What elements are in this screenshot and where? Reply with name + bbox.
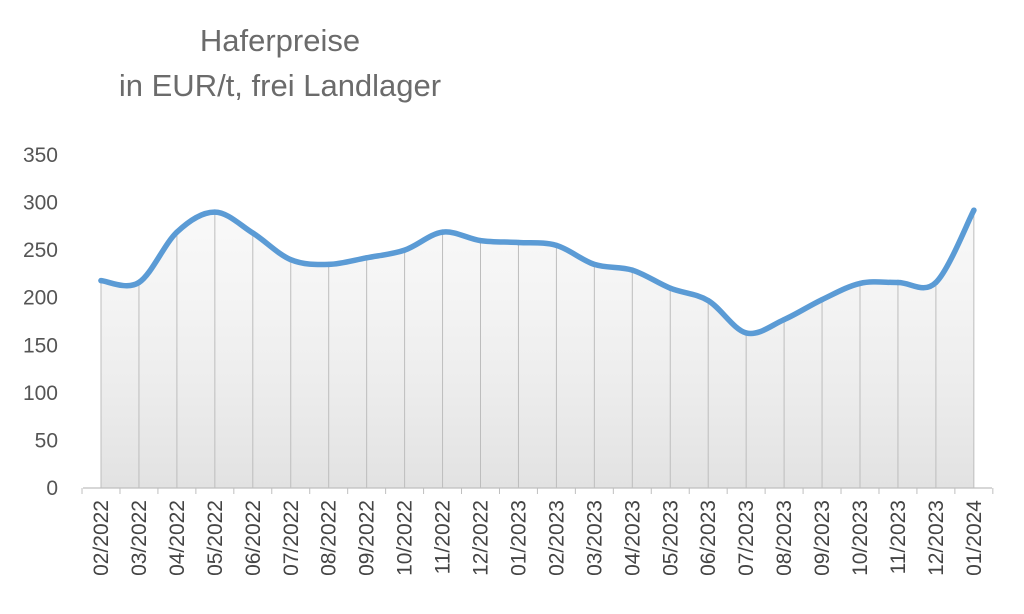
data-point — [629, 267, 635, 273]
x-tick-label: 03/2023 — [583, 500, 606, 576]
data-point — [895, 279, 901, 286]
x-tick-label: 05/2022 — [204, 500, 227, 576]
x-tick-label: 07/2023 — [735, 500, 758, 576]
data-point — [553, 242, 560, 249]
x-tick-label: 07/2022 — [280, 500, 303, 576]
data-point — [288, 256, 294, 263]
x-tick-label: 09/2023 — [811, 500, 834, 576]
data-point — [857, 280, 863, 287]
x-tick-label: 12/2022 — [470, 500, 493, 576]
x-tick-label: 10/2022 — [394, 500, 417, 576]
x-tick-label: 09/2022 — [356, 500, 379, 576]
y-tick-label: 150 — [23, 334, 58, 357]
y-tick-label: 250 — [23, 239, 58, 262]
x-tick-label: 05/2023 — [659, 500, 682, 576]
chart-title: Haferpreise in EUR/t, frei Landlager — [0, 18, 560, 108]
y-tick-label: 300 — [23, 192, 58, 215]
x-tick-label: 03/2022 — [128, 500, 151, 576]
x-tick-label: 06/2022 — [242, 500, 265, 576]
x-tick-label: 11/2022 — [432, 500, 455, 574]
x-tick-label: 08/2022 — [318, 500, 341, 576]
data-point — [971, 207, 977, 213]
data-point — [515, 239, 522, 246]
data-point — [326, 261, 332, 268]
data-point — [212, 209, 218, 215]
chart-title-line-1: Haferpreise — [199, 23, 361, 58]
area-fill — [101, 210, 974, 488]
data-point — [401, 247, 408, 253]
x-tick-label: 10/2023 — [849, 500, 872, 576]
x-tick-label: 01/2024 — [963, 500, 986, 576]
data-point — [477, 237, 484, 244]
y-tick-label: 50 — [35, 429, 58, 452]
data-point — [781, 316, 787, 323]
data-point — [705, 297, 711, 304]
x-tick-label: 06/2023 — [697, 500, 720, 576]
x-tick-label: 02/2023 — [545, 500, 568, 576]
y-tick-label: 0 — [46, 477, 58, 500]
data-point — [363, 255, 370, 261]
price-line — [98, 207, 977, 337]
x-tick-label: 01/2023 — [507, 500, 530, 576]
y-tick-label: 200 — [23, 287, 58, 310]
data-point — [250, 230, 256, 236]
y-tick-label: 100 — [23, 382, 58, 405]
data-point — [743, 330, 749, 336]
data-point — [174, 229, 180, 235]
data-point — [98, 277, 104, 284]
data-point — [933, 279, 939, 286]
x-tick-label: 04/2022 — [166, 500, 189, 576]
data-point — [136, 279, 142, 286]
data-point — [591, 261, 598, 268]
x-tick-label: 08/2023 — [773, 500, 796, 576]
y-tick-label: 350 — [23, 144, 58, 167]
data-point — [819, 296, 825, 303]
data-point — [667, 285, 673, 291]
chart-title-line-2: in EUR/t, frei Landlager — [118, 68, 442, 103]
x-tick-label: 02/2022 — [90, 500, 113, 576]
x-tick-label: 04/2023 — [621, 500, 644, 576]
x-tick-label: 11/2023 — [887, 500, 910, 574]
data-point — [439, 229, 446, 235]
x-tick-label: 12/2023 — [925, 500, 948, 576]
